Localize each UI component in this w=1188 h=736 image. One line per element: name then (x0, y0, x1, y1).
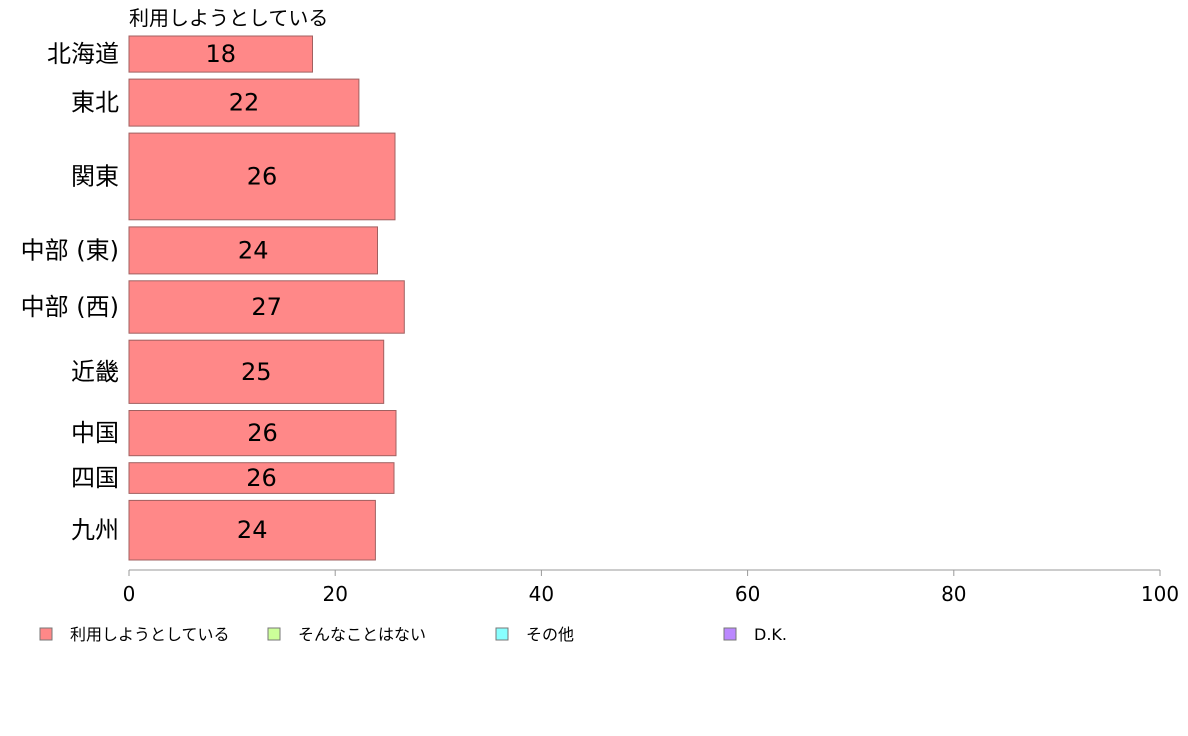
x-tick-label: 20 (322, 582, 347, 606)
bar (128, 78, 360, 127)
legend-label: D.K. (754, 625, 787, 644)
legend-swatch (39, 627, 53, 641)
legend: 利用しようとしている そんなことはない その他 D.K. (39, 625, 787, 644)
category-label: 中国 (71, 419, 119, 447)
category-label: 九州 (71, 516, 119, 544)
bars-group (128, 35, 405, 561)
category-label: 東北 (71, 89, 119, 117)
bar-value-label: 25 (241, 358, 272, 386)
category-label: 関東 (71, 163, 119, 191)
legend-label: その他 (526, 625, 574, 644)
x-tick-label: 80 (941, 582, 966, 606)
bar-value-label: 27 (251, 293, 282, 321)
legend-swatch (267, 627, 281, 641)
x-tick-label: 0 (123, 582, 136, 606)
bar-value-labels: 18 22 26 24 27 25 26 26 24 (206, 40, 282, 544)
x-tick-label: 100 (1141, 582, 1179, 606)
x-tick-label: 60 (735, 582, 760, 606)
category-label: 中部 (西) (21, 293, 119, 321)
bar (128, 35, 313, 73)
x-tick-label: 40 (529, 582, 554, 606)
category-label: 北海道 (47, 40, 119, 68)
bar (128, 339, 385, 404)
legend-swatch (723, 627, 737, 641)
bar (128, 280, 405, 334)
category-label: 中部 (東) (21, 236, 119, 264)
bar-value-label: 26 (247, 163, 278, 191)
category-label: 近畿 (71, 358, 119, 386)
x-axis: 0 20 40 60 80 100 (123, 569, 1179, 606)
bar (128, 462, 395, 494)
bar (128, 499, 376, 561)
bar (128, 226, 378, 275)
category-label: 四国 (71, 464, 119, 492)
bar-value-label: 22 (229, 89, 260, 117)
bar-value-label: 18 (206, 40, 237, 68)
series-title: 利用しようとしている (129, 6, 328, 30)
legend-swatch (495, 627, 509, 641)
legend-label: そんなことはない (298, 625, 426, 644)
bar (128, 410, 397, 457)
bar-value-label: 26 (247, 419, 278, 447)
bar (128, 132, 396, 221)
bar-value-label: 26 (246, 464, 277, 492)
bar-value-label: 24 (238, 236, 269, 264)
bar-value-label: 24 (237, 516, 268, 544)
legend-label: 利用しようとしている (70, 625, 230, 644)
